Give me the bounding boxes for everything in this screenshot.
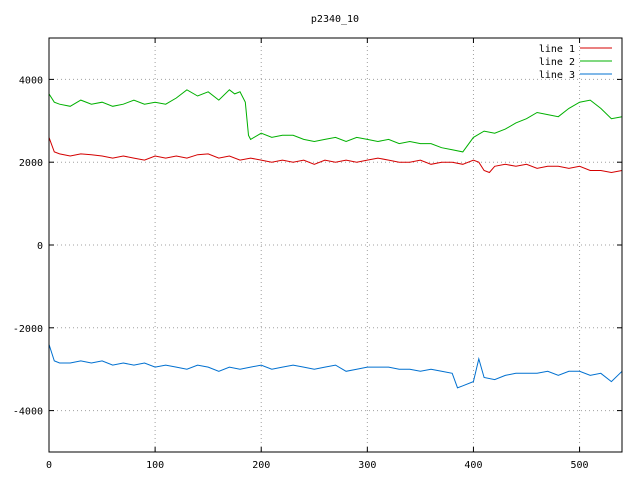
series-layer [48, 89, 623, 389]
x-tick-label: 300 [358, 460, 376, 471]
x-tick-label: 200 [252, 460, 270, 471]
x-tick-label: 100 [146, 460, 164, 471]
y-tick-label: -4000 [13, 407, 43, 418]
x-tick-label: 500 [571, 460, 589, 471]
series-line-1 [48, 137, 623, 174]
x-tick-label: 400 [464, 460, 482, 471]
y-tick-label: 4000 [19, 75, 43, 86]
series-line-3 [48, 344, 623, 389]
y-tick-label: 0 [37, 241, 43, 252]
legend-label-1: line 1 [539, 44, 575, 55]
y-tick-label: 2000 [19, 158, 43, 169]
legend-label-2: line 2 [539, 57, 575, 68]
x-tick-label: 0 [46, 460, 52, 471]
y-tick-label: -2000 [13, 324, 43, 335]
legend-label-3: line 3 [539, 70, 575, 81]
axis-ticks: 0 100 200 300 400 500 -4000 -2000 0 2000 4000 [13, 38, 622, 471]
series-line-2 [48, 89, 623, 153]
legend: line 1 line 2 line 3 [539, 44, 612, 81]
chart-title: p2340_10 [311, 14, 359, 25]
grid [49, 38, 622, 452]
